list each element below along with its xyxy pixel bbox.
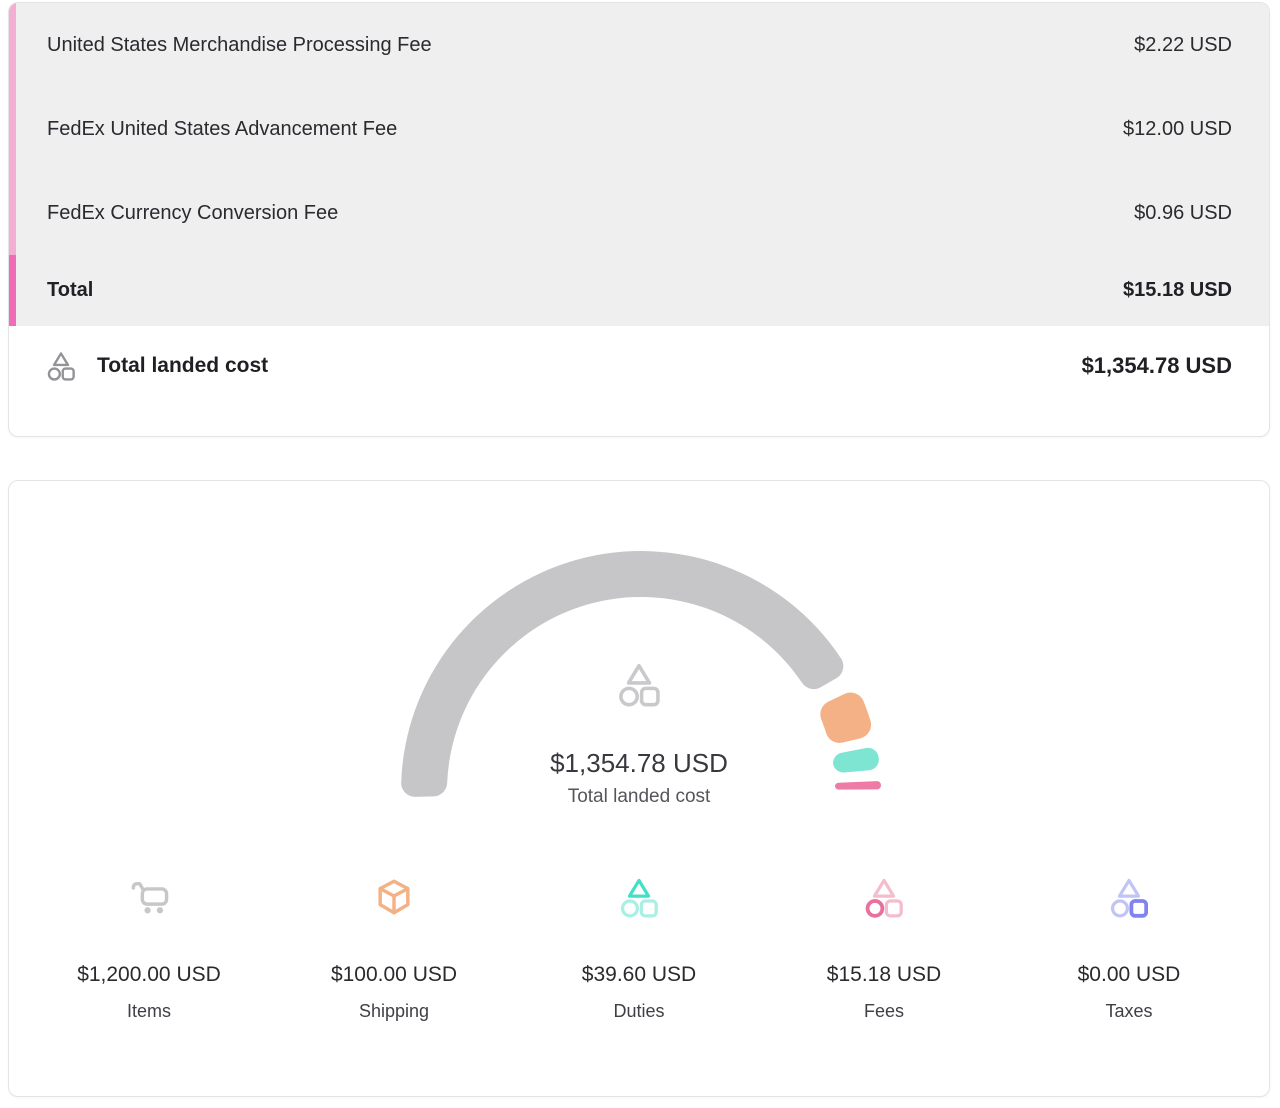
stat-taxes: $0.00 USD Taxes bbox=[1007, 874, 1252, 1022]
total-landed-cost-label: Total landed cost bbox=[97, 354, 268, 378]
stat-items: $1,200.00 USD Items bbox=[27, 874, 272, 1022]
fee-total-value: $15.18 USD bbox=[1123, 279, 1232, 302]
fee-table: United States Merchandise Processing Fee… bbox=[9, 3, 1269, 326]
stat-shipping: $100.00 USD Shipping bbox=[272, 874, 517, 1022]
fee-row-value: $2.22 USD bbox=[1134, 34, 1232, 57]
accent-bar-total bbox=[9, 255, 16, 326]
shapes-icon bbox=[517, 874, 762, 920]
fee-row-label: FedEx United States Advancement Fee bbox=[47, 118, 397, 141]
total-landed-cost-row: Total landed cost $1,354.78 USD bbox=[9, 326, 1269, 406]
fee-row-value: $12.00 USD bbox=[1123, 118, 1232, 141]
stat-value: $1,200.00 USD bbox=[27, 962, 272, 988]
cart-icon bbox=[27, 874, 272, 920]
total-landed-cost-value: $1,354.78 USD bbox=[1082, 353, 1232, 379]
stat-label: Shipping bbox=[272, 1000, 517, 1022]
stat-value: $100.00 USD bbox=[272, 962, 517, 988]
shapes-icon bbox=[762, 874, 1007, 920]
shapes-icon bbox=[618, 662, 660, 707]
fee-summary-card: United States Merchandise Processing Fee… bbox=[8, 2, 1270, 437]
stat-label: Duties bbox=[517, 1000, 762, 1022]
fee-total-label: Total bbox=[47, 279, 93, 302]
stat-label: Items bbox=[27, 1000, 272, 1022]
shapes-icon bbox=[47, 351, 75, 381]
fee-row: FedEx Currency Conversion Fee $0.96 USD bbox=[9, 171, 1269, 255]
stat-label: Taxes bbox=[1007, 1000, 1252, 1022]
stat-duties: $39.60 USD Duties bbox=[517, 874, 762, 1022]
fee-row: United States Merchandise Processing Fee… bbox=[9, 3, 1269, 87]
fee-row: FedEx United States Advancement Fee $12.… bbox=[9, 87, 1269, 171]
fee-row-label: United States Merchandise Processing Fee bbox=[47, 34, 432, 57]
fee-total-row: Total $15.18 USD bbox=[9, 255, 1269, 326]
gauge-segment-shipping bbox=[820, 693, 871, 743]
stat-fees: $15.18 USD Fees bbox=[762, 874, 1007, 1022]
stat-value: $0.00 USD bbox=[1007, 962, 1252, 988]
landed-cost-gauge-card: $1,354.78 USD Total landed cost $1,200.0… bbox=[8, 480, 1270, 1097]
gauge-center-label: Total landed cost bbox=[9, 787, 1269, 807]
accent-bar bbox=[9, 3, 16, 326]
fee-row-label: FedEx Currency Conversion Fee bbox=[47, 202, 338, 225]
stat-value: $39.60 USD bbox=[517, 962, 762, 988]
shapes-icon bbox=[1007, 874, 1252, 920]
cost-breakdown-legend: $1,200.00 USD Items $100.00 USD Shipping bbox=[9, 874, 1269, 1022]
gauge-center-value: $1,354.78 USD bbox=[9, 750, 1269, 776]
fee-row-value: $0.96 USD bbox=[1134, 202, 1232, 225]
package-icon bbox=[272, 874, 517, 920]
gauge-chart bbox=[9, 481, 1270, 831]
stat-value: $15.18 USD bbox=[762, 962, 1007, 988]
stat-label: Fees bbox=[762, 1000, 1007, 1022]
accent-bar-top bbox=[9, 3, 16, 255]
